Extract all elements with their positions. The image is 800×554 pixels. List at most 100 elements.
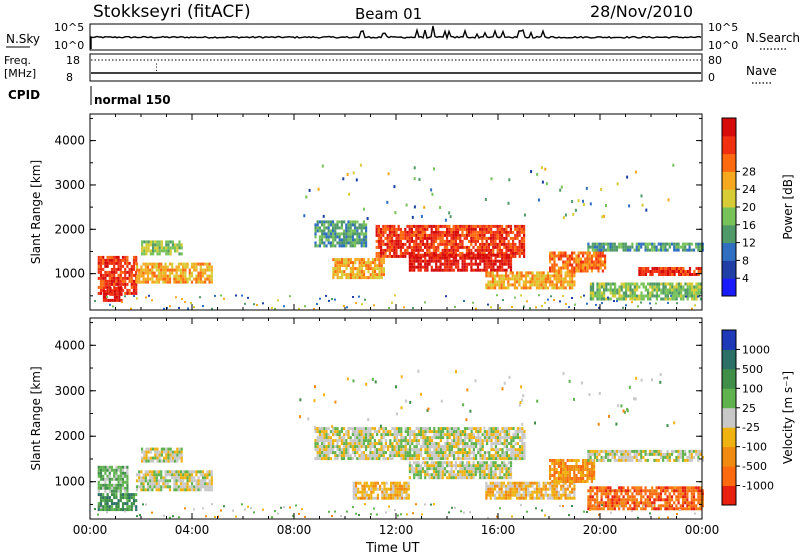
data-cell: [551, 257, 554, 261]
data-cell: [113, 289, 116, 293]
data-cell: [329, 439, 332, 443]
data-cell: [533, 496, 536, 500]
data-cell: [155, 470, 158, 474]
data-cell: [454, 476, 458, 480]
data-cell: [410, 224, 413, 228]
data-cell: [108, 468, 111, 472]
data-cell: [347, 261, 350, 265]
data-cell: [620, 294, 623, 298]
data-cell: [391, 245, 394, 249]
data-cell: [321, 433, 324, 437]
data-cell: [404, 451, 407, 455]
data-cell: [509, 473, 513, 477]
data-cell: [186, 488, 189, 492]
data-cell: [393, 251, 396, 255]
data-cell: [468, 262, 471, 266]
data-cell: [393, 430, 396, 434]
data-cell: [571, 465, 574, 468]
data-cell: [428, 473, 431, 477]
data-cell: [347, 235, 350, 239]
data-cell: [516, 496, 519, 500]
data-cell: [604, 254, 607, 258]
data-cell: [99, 477, 103, 481]
data-cell: [383, 481, 386, 485]
data-cell: [590, 462, 593, 465]
data-cell: [675, 285, 678, 289]
data-cell: [494, 439, 497, 443]
data-cell: [544, 280, 547, 284]
data-cell: [571, 280, 574, 284]
data-cell: [472, 268, 475, 272]
data-cell: [402, 254, 405, 258]
data-cell: [104, 486, 107, 490]
data-cell: [459, 442, 462, 446]
data-cell: [441, 262, 444, 266]
data-cell: [470, 268, 473, 272]
data-cell: [489, 271, 492, 275]
data-cell: [564, 480, 567, 483]
data-cell: [386, 245, 389, 249]
data-cell: [524, 280, 528, 284]
data-cell: [119, 276, 122, 280]
data-cell: [437, 467, 440, 471]
nsky-tick-low: 10^0: [54, 39, 84, 52]
data-cell: [419, 265, 422, 269]
data-cell: [343, 238, 346, 242]
data-cell: [404, 230, 407, 234]
data-point: [359, 163, 362, 167]
data-cell: [119, 474, 122, 478]
data-cell: [622, 248, 625, 252]
data-cell: [369, 276, 372, 280]
data-cell: [144, 476, 147, 480]
data-cell: [428, 430, 431, 434]
data-cell: [171, 456, 174, 460]
data-cell: [340, 238, 343, 242]
data-cell: [435, 230, 438, 234]
data-cell: [523, 245, 526, 249]
data-cell: [338, 264, 341, 268]
data-cell: [452, 242, 455, 246]
data-cell: [649, 273, 652, 276]
data-cell: [518, 245, 521, 249]
data-cell: [503, 451, 506, 455]
data-cell: [494, 493, 497, 497]
data-point: [355, 178, 358, 182]
data-cell: [336, 433, 339, 437]
data-cell: [479, 448, 482, 452]
data-cell: [664, 248, 667, 252]
data-cell: [520, 224, 523, 228]
data-cell: [102, 465, 105, 469]
data-cell: [177, 262, 180, 266]
data-cell: [443, 224, 446, 228]
data-cell: [365, 238, 368, 242]
data-cell: [195, 485, 198, 489]
data-speckle: [184, 301, 186, 303]
data-cell: [464, 430, 467, 434]
data-cell: [327, 445, 330, 449]
data-cell: [314, 226, 317, 230]
data-cell: [497, 442, 500, 446]
data-cell: [476, 224, 479, 228]
data-cell: [352, 481, 355, 485]
data-cell: [505, 470, 508, 474]
data-cell: [609, 498, 612, 502]
data-cell: [588, 254, 591, 258]
data-cell: [465, 464, 469, 468]
data-cell: [603, 291, 606, 295]
data-cell: [673, 245, 676, 249]
data-cell: [158, 459, 161, 463]
data-cell: [582, 269, 585, 273]
data-cell: [450, 445, 453, 449]
data-cell: [671, 285, 674, 289]
data-cell: [579, 477, 582, 480]
data-cell: [523, 451, 526, 455]
data-cell: [551, 263, 554, 267]
data-cell: [384, 254, 387, 258]
data-cell: [369, 436, 372, 440]
data-cell: [126, 261, 129, 265]
data-cell: [321, 223, 324, 227]
data-cell: [177, 476, 180, 480]
data-cell: [435, 461, 438, 465]
data-cell: [551, 266, 554, 270]
data-cell: [435, 476, 438, 480]
